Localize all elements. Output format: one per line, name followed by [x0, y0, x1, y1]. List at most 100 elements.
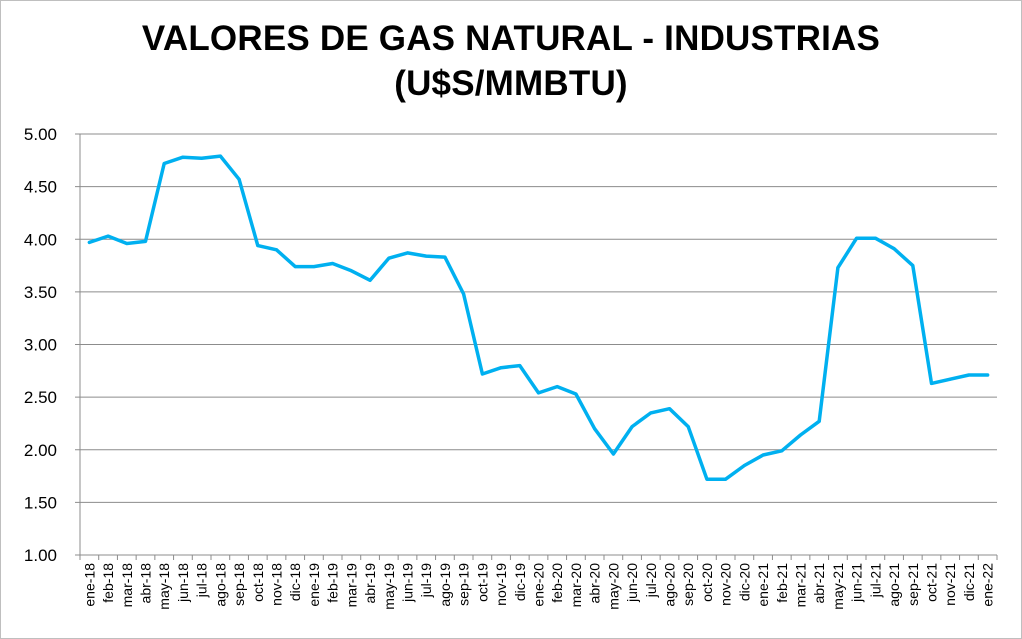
x-tick-label: dic-19	[512, 563, 528, 601]
data-point	[630, 425, 634, 429]
x-tick-label: feb-18	[100, 563, 116, 603]
x-tick-label: ago-21	[886, 563, 902, 607]
x-tick-label: nov-20	[718, 563, 734, 606]
data-point	[368, 278, 372, 282]
x-tick-label: abr-19	[362, 563, 378, 604]
data-point	[181, 155, 185, 159]
chart-title: VALORES DE GAS NATURAL - INDUSTRIAS	[141, 19, 881, 58]
data-point	[537, 391, 540, 395]
x-tick-label: may-18	[156, 563, 172, 610]
x-tick-label: ago-18	[212, 563, 228, 607]
x-tick-label: abr-21	[811, 563, 827, 604]
data-point	[611, 452, 615, 456]
data-point	[349, 269, 353, 273]
x-tick-label: dic-20	[736, 563, 752, 601]
data-point	[892, 247, 896, 251]
x-tick-label: ene-18	[81, 563, 97, 607]
x-tick-label: jun-19	[400, 563, 416, 603]
data-point	[218, 154, 222, 158]
x-tick-label: oct-20	[699, 563, 715, 602]
chart-subtitle: (U$S/MMBTU)	[394, 64, 628, 103]
data-point	[649, 411, 653, 415]
x-tick-label: sep-18	[231, 563, 247, 606]
x-tick-label: oct-19	[474, 563, 490, 602]
x-tick-label: sep-20	[680, 563, 696, 606]
x-tick-label: jun-21	[849, 563, 865, 603]
x-tick-label: feb-20	[549, 563, 565, 603]
y-tick-label: 4.50	[24, 178, 57, 197]
series-line	[87, 154, 990, 481]
x-tick-label: sep-19	[456, 563, 472, 606]
data-point	[593, 427, 597, 431]
x-tick-label: ene-20	[531, 563, 547, 607]
data-point	[911, 264, 915, 268]
x-tick-label: jul-19	[418, 563, 434, 598]
data-point	[518, 364, 522, 368]
x-tick-label: mar-21	[793, 563, 809, 608]
y-tick-label: 4.00	[24, 230, 57, 249]
data-point	[462, 292, 466, 296]
data-point	[742, 464, 746, 468]
x-tick-label: sep-21	[905, 563, 921, 606]
x-tick-label: mar-20	[568, 563, 584, 608]
data-point	[948, 377, 952, 381]
y-tick-label: 1.00	[24, 546, 57, 565]
y-tick-label: 3.50	[24, 283, 57, 302]
data-point	[125, 241, 129, 245]
y-tick-label: 5.00	[24, 125, 57, 144]
x-tick-label: feb-21	[774, 563, 790, 603]
data-point	[443, 255, 447, 259]
x-tick-label: oct-18	[250, 563, 266, 602]
data-point	[555, 385, 559, 389]
data-point	[237, 177, 241, 181]
data-point	[855, 236, 859, 240]
x-tick-label: ago-20	[662, 563, 678, 607]
x-tick-label: abr-18	[138, 563, 154, 604]
x-tick-label: dic-21	[961, 563, 977, 601]
data-point	[331, 261, 335, 265]
x-tick-label: may-21	[830, 563, 846, 610]
x-tick-label: oct-21	[924, 563, 940, 602]
x-tick-label: ene-19	[306, 563, 322, 607]
data-point	[275, 248, 278, 252]
x-tick-label: ene-21	[755, 563, 771, 607]
data-point	[873, 236, 877, 240]
y-tick-label: 2.50	[24, 388, 57, 407]
x-tick-label: abr-20	[587, 563, 603, 604]
y-tick-label: 2.00	[24, 441, 57, 460]
data-point	[705, 477, 709, 481]
data-point	[106, 234, 110, 238]
data-point	[499, 366, 503, 370]
data-point	[387, 256, 391, 260]
data-point	[87, 240, 91, 244]
data-point	[162, 161, 166, 165]
data-point	[799, 433, 802, 437]
data-point	[424, 254, 428, 258]
data-point	[986, 373, 990, 377]
x-tick-label: jul-21	[867, 563, 883, 598]
data-point	[312, 265, 316, 269]
data-point	[668, 407, 671, 411]
data-point	[724, 477, 728, 481]
x-tick-label: may-20	[605, 563, 621, 610]
x-tick-label: nov-21	[942, 563, 958, 606]
data-point	[686, 425, 690, 429]
data-point	[817, 419, 821, 423]
x-tick-label: mar-18	[119, 563, 135, 608]
y-tick-label: 3.00	[24, 336, 57, 355]
data-point	[406, 251, 409, 255]
data-point	[761, 453, 765, 457]
x-tick-label: feb-19	[325, 563, 341, 603]
data-point	[293, 265, 297, 269]
data-point	[144, 239, 147, 243]
data-point	[967, 373, 971, 377]
data-point	[574, 392, 578, 396]
x-tick-label: jul-20	[643, 563, 659, 598]
x-tick-label: ene-22	[980, 563, 996, 607]
x-tick-label: jul-18	[194, 563, 210, 598]
x-tick-label: mar-19	[343, 563, 359, 608]
data-point	[480, 372, 484, 376]
x-tick-label: jun-18	[175, 563, 191, 603]
